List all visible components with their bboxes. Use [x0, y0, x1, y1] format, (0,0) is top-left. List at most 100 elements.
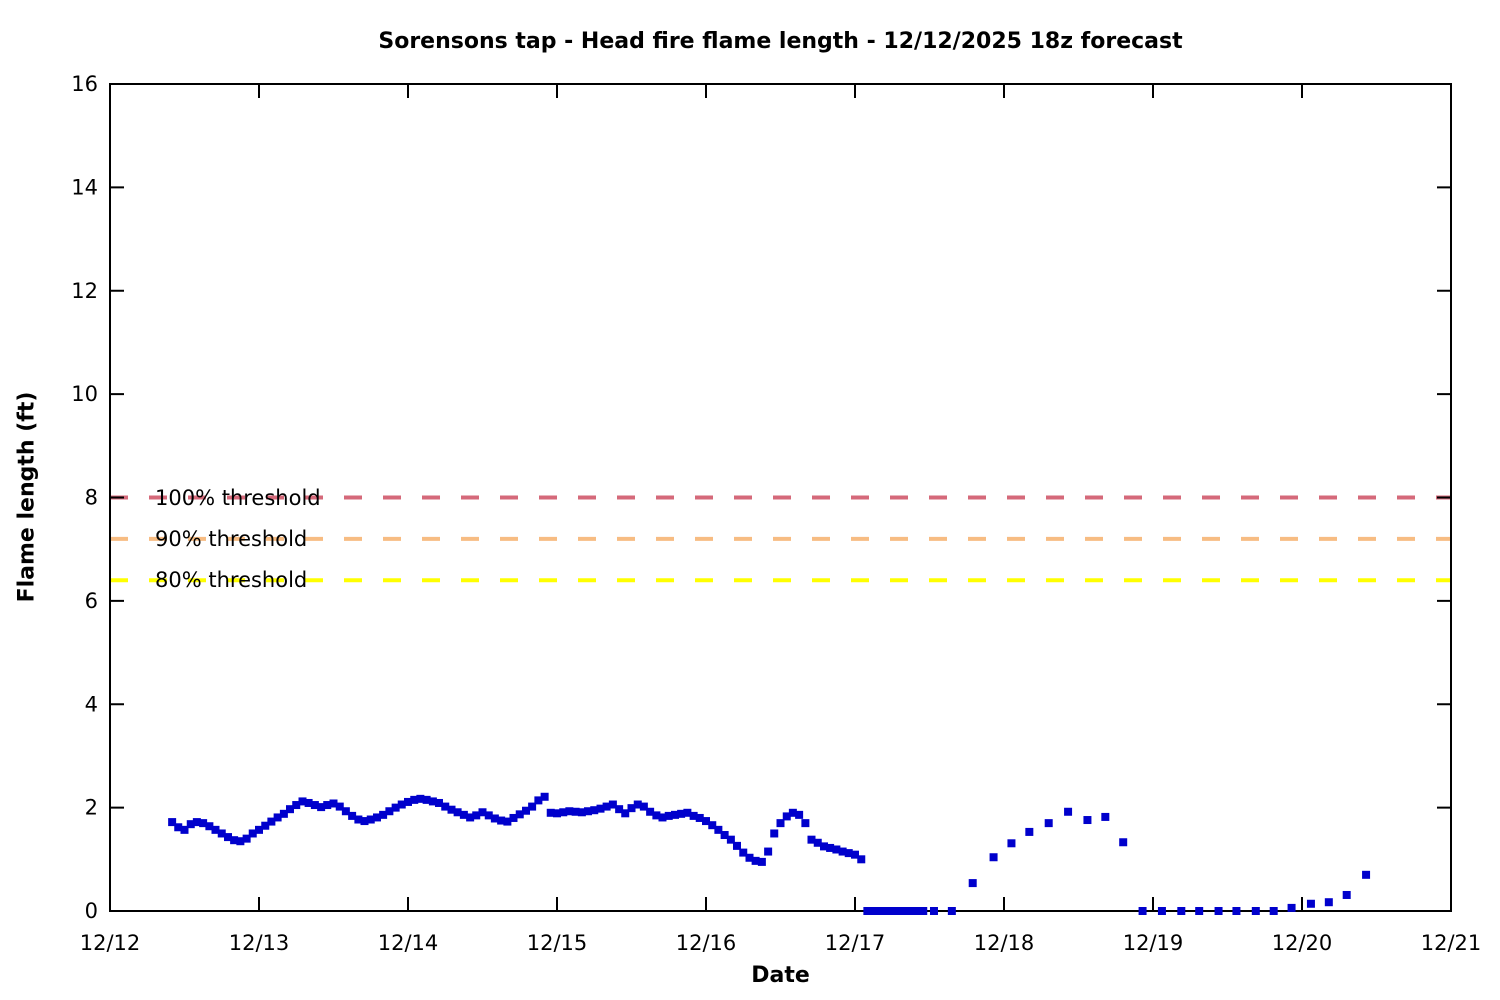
- data-point: [577, 808, 586, 817]
- data-point: [199, 819, 208, 828]
- data-point: [528, 802, 537, 811]
- data-point: [484, 811, 493, 820]
- data-point: [354, 815, 363, 824]
- data-point: [708, 821, 717, 830]
- data-point: [869, 907, 878, 915]
- data-point: [472, 811, 481, 820]
- x-tick-label: 12/17: [825, 931, 886, 955]
- data-point: [236, 837, 245, 846]
- data-point: [217, 829, 226, 838]
- data-point: [726, 835, 735, 844]
- data-point: [503, 817, 512, 826]
- x-tick-label: 12/18: [974, 931, 1035, 955]
- data-point: [739, 848, 748, 857]
- data-point: [720, 831, 729, 840]
- data-point: [844, 849, 853, 858]
- data-point: [832, 845, 841, 854]
- data-point: [770, 829, 779, 838]
- data-point: [757, 857, 766, 866]
- data-point: [186, 820, 195, 829]
- data-point: [441, 802, 450, 811]
- data-point: [329, 799, 338, 808]
- data-point: [478, 808, 487, 817]
- data-point: [913, 907, 922, 915]
- data-point: [248, 829, 257, 838]
- data-point: [304, 798, 313, 807]
- data-point: [348, 811, 357, 820]
- plot-frame: [109, 83, 1452, 912]
- data-point: [490, 814, 499, 823]
- data-point: [621, 809, 630, 818]
- data-point: [553, 809, 561, 818]
- data-point: [360, 817, 369, 826]
- data-point: [397, 800, 406, 809]
- data-point: [224, 833, 233, 842]
- data-point: [677, 809, 686, 818]
- data-point: [968, 879, 977, 888]
- data-point: [646, 807, 655, 816]
- y-tick-label: 12: [71, 279, 98, 303]
- data-point: [838, 847, 847, 856]
- data-point: [919, 907, 928, 915]
- data-point: [1195, 907, 1204, 915]
- data-point: [1306, 899, 1315, 908]
- data-point: [807, 835, 816, 844]
- data-point: [335, 802, 344, 811]
- data-point: [857, 855, 866, 864]
- data-point: [851, 850, 859, 859]
- data-point: [906, 907, 915, 915]
- data-point: [497, 816, 506, 825]
- data-point: [627, 804, 636, 813]
- data-point: [929, 907, 938, 915]
- data-point: [863, 907, 872, 915]
- data-point: [1007, 839, 1016, 848]
- data-point: [1362, 870, 1371, 879]
- data-point: [671, 810, 680, 819]
- threshold-label-100: 100% threshold: [155, 485, 321, 510]
- data-point: [298, 797, 307, 806]
- data-point: [279, 809, 288, 818]
- data-point: [615, 805, 624, 814]
- y-axis-title: Flame length (ft): [14, 391, 40, 603]
- data-point: [1269, 907, 1278, 915]
- data-point: [888, 907, 897, 915]
- data-point: [571, 807, 580, 816]
- x-tick-label: 12/16: [676, 931, 737, 955]
- data-point: [751, 856, 760, 865]
- data-point: [205, 822, 214, 831]
- data-point: [1251, 907, 1260, 915]
- data-point: [540, 792, 549, 801]
- data-point: [317, 803, 326, 812]
- data-point: [404, 797, 412, 806]
- data-point: [683, 808, 692, 817]
- data-point: [1064, 807, 1073, 816]
- data-point: [261, 821, 270, 830]
- y-tick-label: 14: [71, 175, 98, 199]
- data-point: [795, 810, 804, 819]
- data-point: [596, 804, 605, 813]
- data-point: [695, 813, 704, 822]
- x-tick-label: 12/14: [378, 931, 439, 955]
- data-point: [391, 803, 400, 812]
- data-point: [801, 819, 810, 828]
- x-tick-label: 12/20: [1272, 931, 1333, 955]
- data-point: [633, 800, 642, 809]
- data-point: [602, 802, 611, 811]
- data-point: [310, 801, 319, 810]
- data-point: [366, 815, 375, 824]
- data-point: [583, 807, 592, 816]
- data-point: [230, 836, 239, 845]
- data-point: [764, 847, 773, 856]
- data-point: [422, 795, 431, 804]
- y-tick-label: 0: [85, 899, 98, 923]
- data-point: [168, 818, 177, 827]
- data-point: [416, 794, 425, 803]
- data-point: [466, 813, 475, 822]
- data-point: [267, 817, 276, 826]
- data-point: [826, 843, 835, 852]
- data-point: [546, 808, 555, 817]
- data-point: [590, 806, 599, 815]
- data-point: [1044, 819, 1053, 828]
